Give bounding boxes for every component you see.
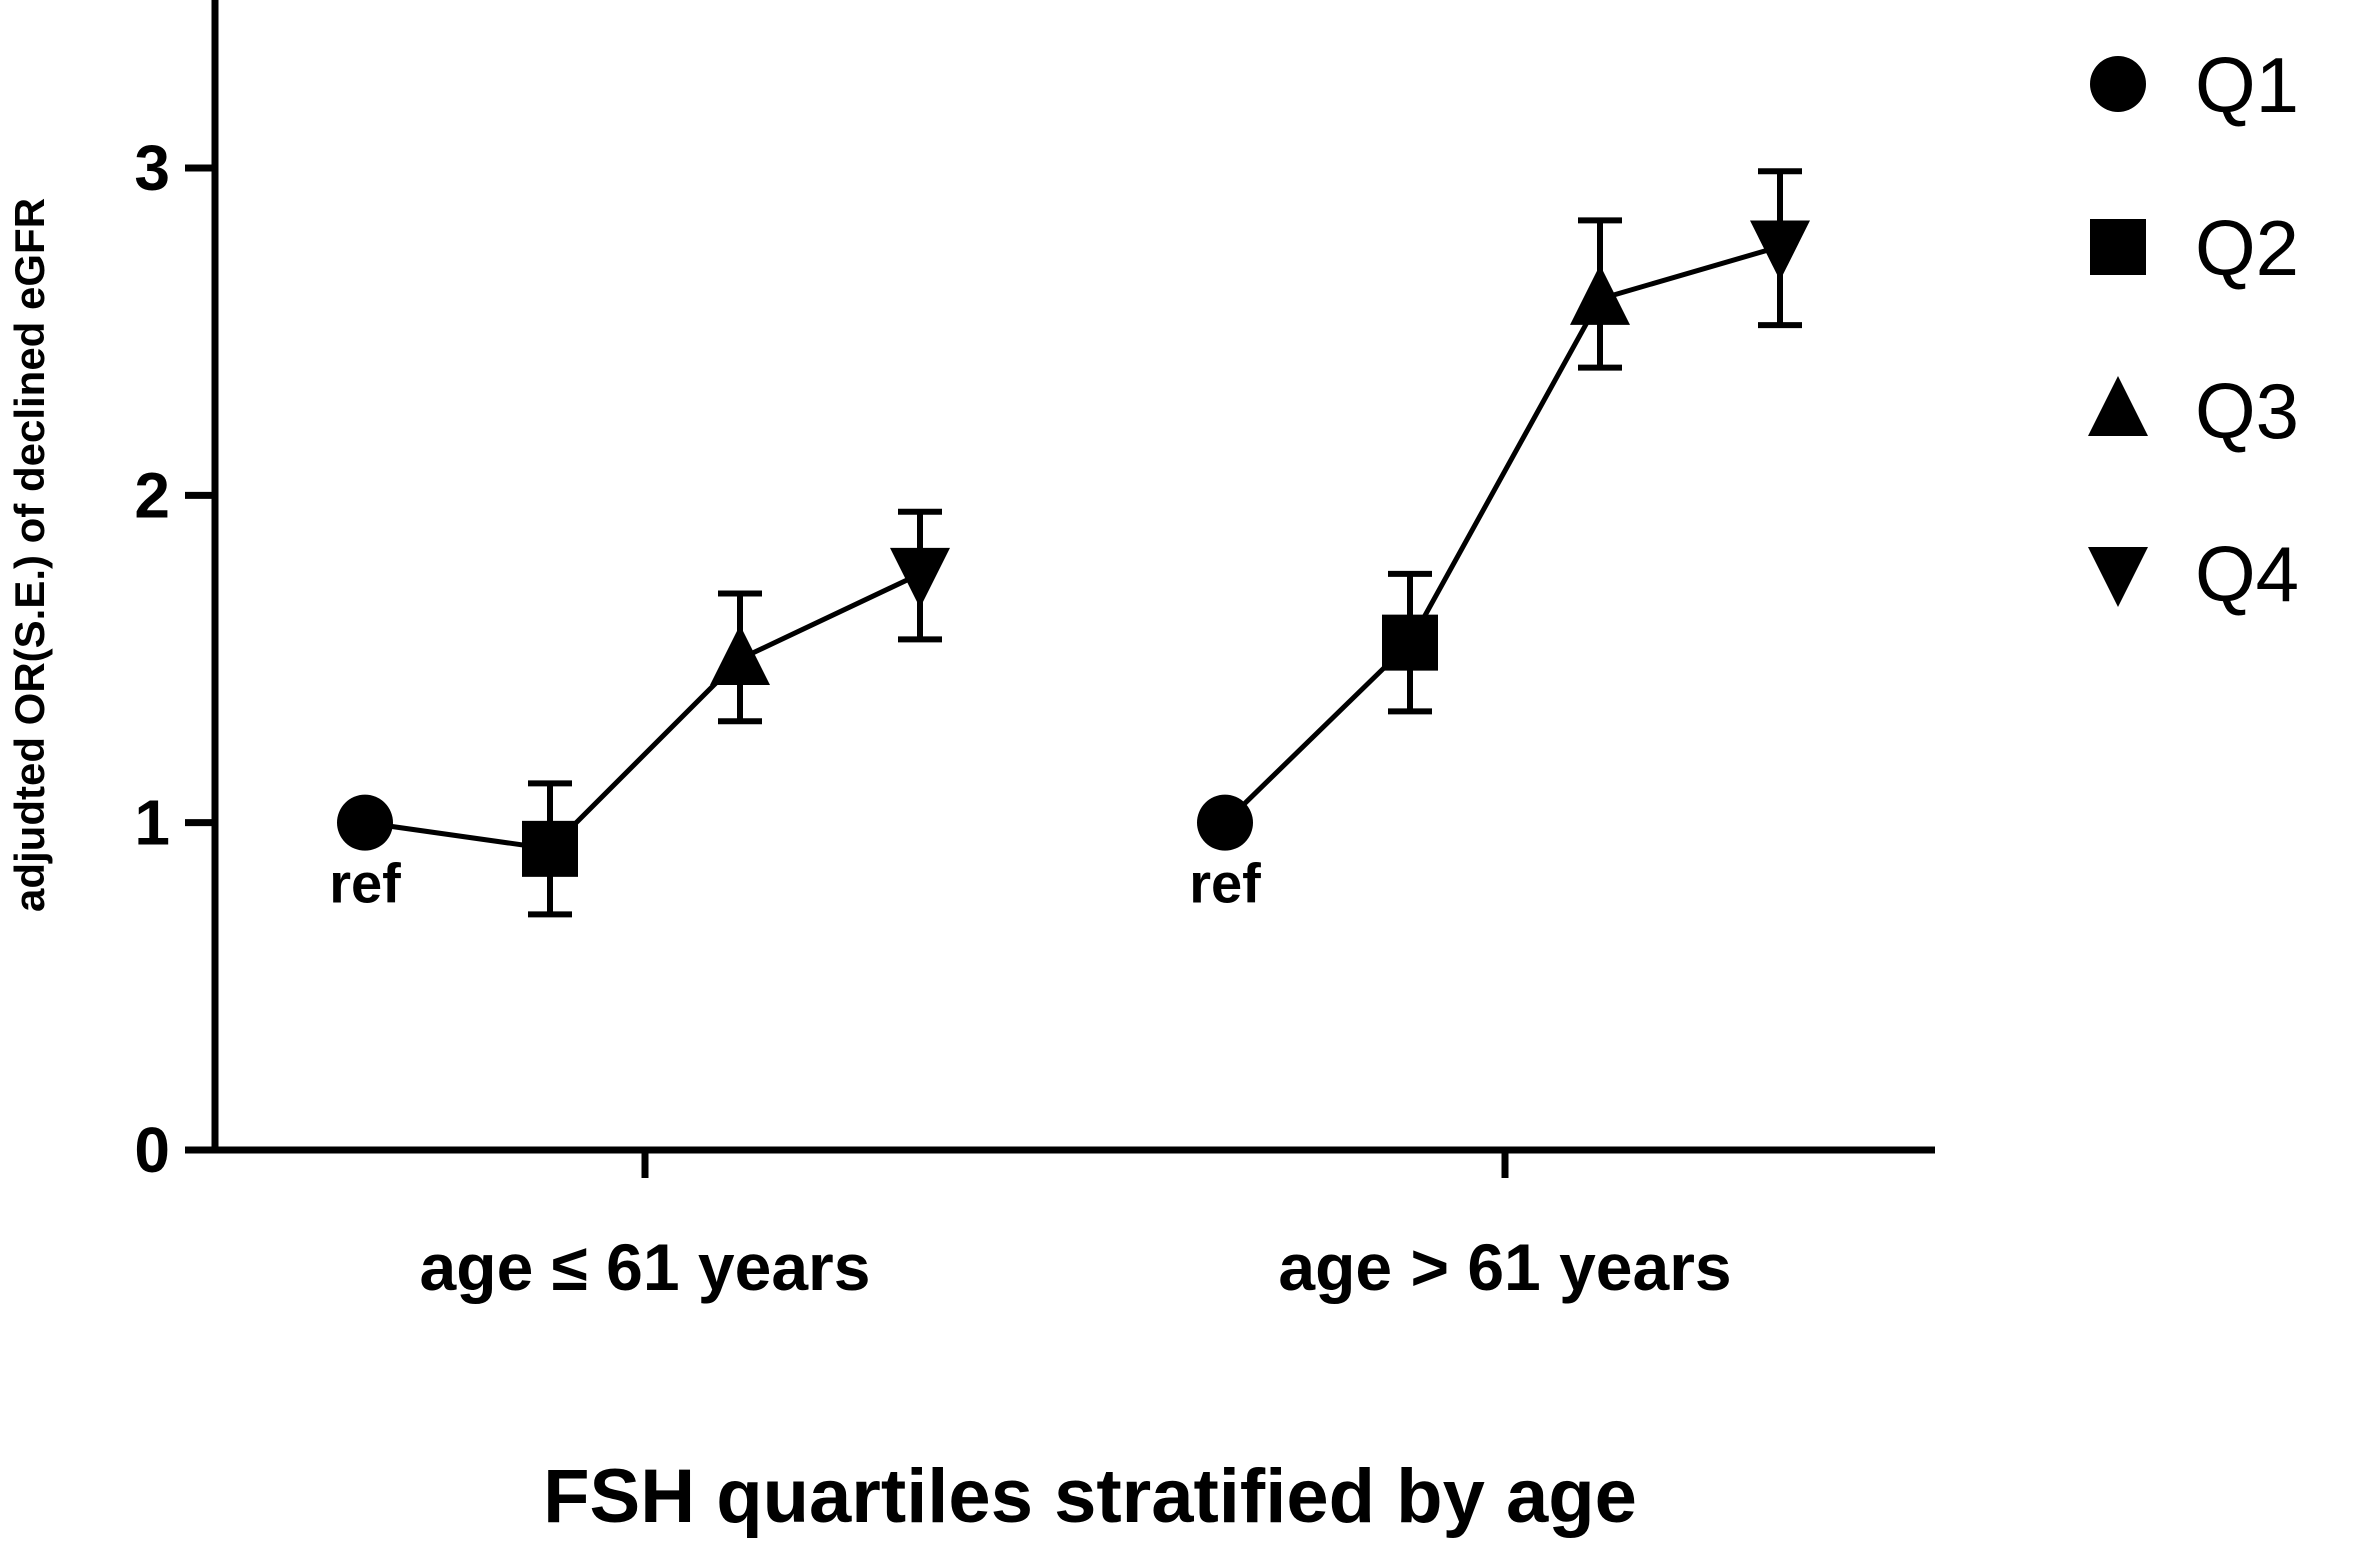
legend: Q1 Q2 Q3 Q4 — [2088, 41, 2299, 618]
axes: 0 1 2 3 age ≤ 61 years age > 61 years — [134, 0, 1935, 1304]
ref-label: ref — [329, 852, 401, 915]
triangle-up-icon — [2088, 376, 2148, 436]
data-point-q3 — [1570, 264, 1630, 325]
group-series: ref — [1189, 168, 1810, 915]
series: ref ref — [329, 168, 1810, 918]
series-line — [364, 571, 922, 852]
y-tick-label: 0 — [134, 1114, 170, 1186]
triangle-down-icon — [2088, 547, 2148, 607]
legend-label: Q4 — [2195, 530, 2299, 618]
x-category-label: age ≤ 61 years — [420, 1230, 871, 1304]
x-category-label: age > 61 years — [1278, 1230, 1731, 1304]
ref-label: ref — [1189, 852, 1261, 915]
data-point-q2 — [1382, 614, 1438, 671]
legend-item: Q4 — [2088, 530, 2299, 618]
data-point-q1 — [337, 794, 393, 851]
y-axis-label: adjudted OR(S.E.) of declined eGFR — [6, 198, 53, 912]
legend-label: Q2 — [2195, 204, 2299, 292]
y-tick-label: 1 — [134, 787, 170, 859]
data-point-q4 — [1750, 220, 1810, 281]
legend-label: Q1 — [2195, 41, 2299, 129]
square-icon — [2090, 219, 2146, 275]
circle-icon — [2090, 56, 2146, 112]
data-point-q2 — [522, 820, 578, 877]
group-series: ref — [329, 508, 950, 918]
legend-item: Q3 — [2088, 367, 2299, 455]
legend-item: Q1 — [2090, 41, 2299, 129]
data-point-q3 — [710, 625, 770, 685]
legend-label: Q3 — [2195, 367, 2299, 455]
series-line — [1223, 244, 1781, 825]
y-tick-label: 2 — [134, 459, 170, 531]
x-axis-label: FSH quartiles stratified by age — [543, 1454, 1637, 1539]
y-tick-label: 3 — [134, 132, 170, 204]
data-point-q4 — [890, 547, 950, 608]
data-point-q1 — [1197, 794, 1253, 851]
legend-item: Q2 — [2090, 204, 2299, 292]
